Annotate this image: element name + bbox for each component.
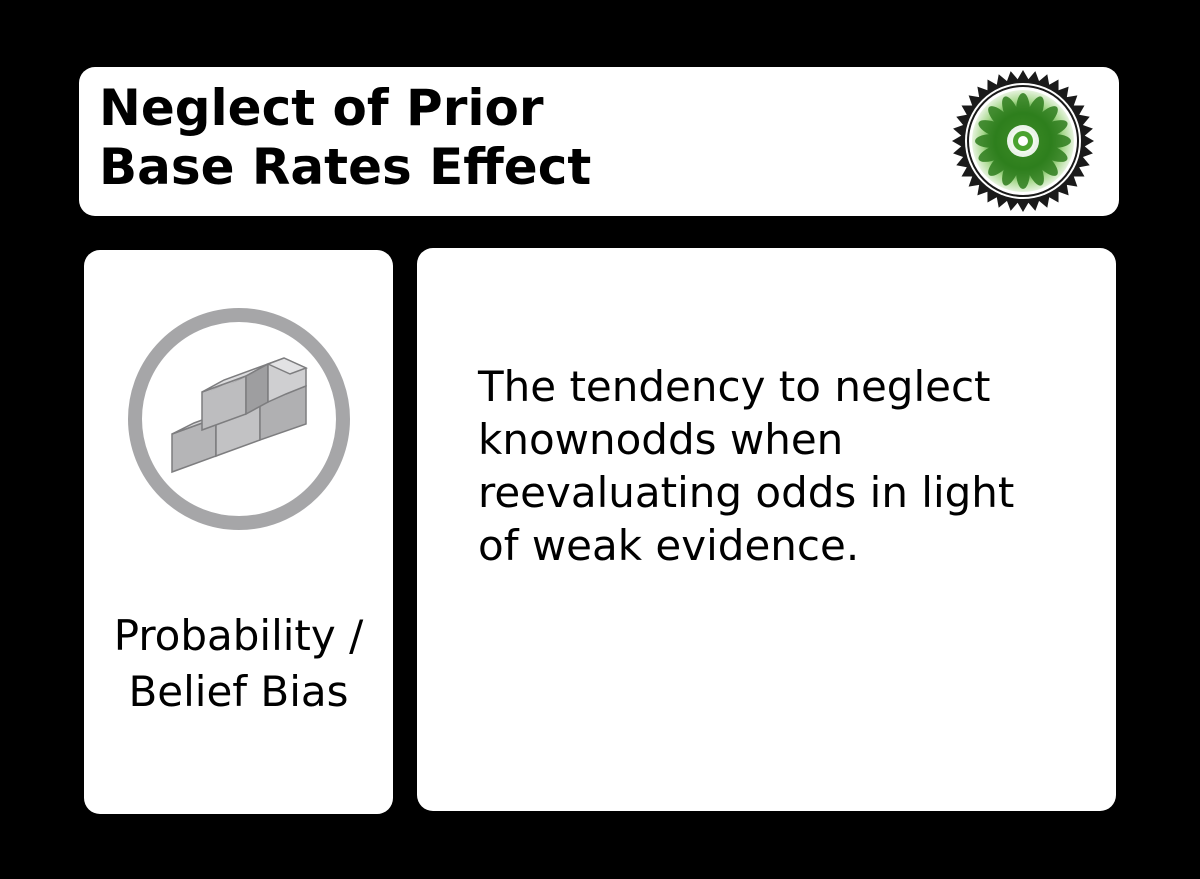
category-panel: Probability / Belief Bias [84, 250, 393, 814]
description-line-2: knownodds when [478, 415, 844, 464]
seal-leaf [1033, 143, 1068, 162]
seal-leaf [1002, 96, 1021, 131]
seal-leaf [1030, 148, 1058, 176]
title-panel: Neglect of Prior Base Rates Effect [79, 67, 1119, 216]
seal-leaf [1025, 151, 1044, 186]
description-text: The tendency to neglect knownodds when r… [478, 360, 1014, 572]
description-line-4: of weak evidence. [478, 521, 860, 570]
card-title-line-2: Base Rates Effect [99, 138, 592, 196]
green-leaf-seal-icon [952, 70, 1094, 212]
card-title: Neglect of Prior Base Rates Effect [99, 79, 591, 197]
seal-leaf [1030, 106, 1058, 134]
card-title-line-1: Neglect of Prior [99, 79, 544, 137]
seal-leaf [1002, 151, 1021, 186]
brick-wall-circle-icon [128, 308, 350, 530]
category-label-line-2: Belief Bias [128, 667, 349, 716]
seal-leaf [1025, 96, 1044, 131]
seal-leaf [1033, 120, 1068, 139]
description-panel: The tendency to neglect knownodds when r… [417, 248, 1116, 811]
description-line-3: reevaluating odds in light [478, 468, 1015, 517]
category-label: Probability / Belief Bias [84, 608, 393, 720]
seal-leaf [978, 143, 1013, 162]
seal-leaf [988, 106, 1016, 134]
seal-leaf [978, 120, 1013, 139]
seal-leaf [988, 148, 1016, 176]
category-label-line-1: Probability / [113, 611, 364, 660]
description-line-1: The tendency to neglect [478, 362, 991, 411]
